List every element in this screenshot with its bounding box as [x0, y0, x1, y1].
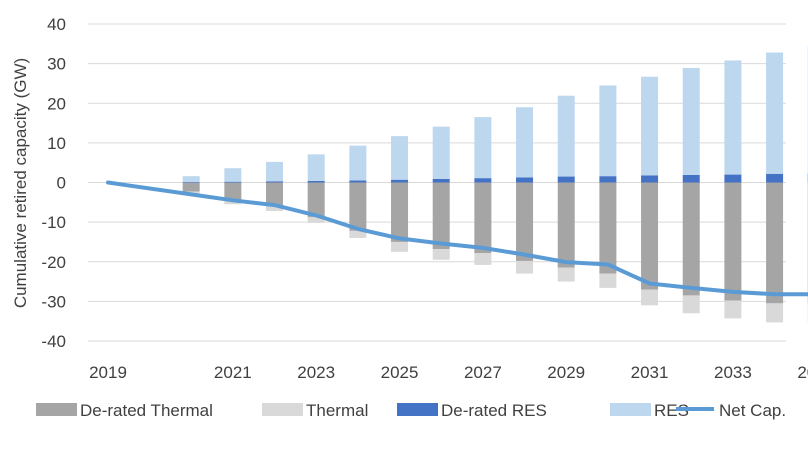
- bar-de-rated-thermal-2032: [683, 183, 700, 296]
- y-tick-label: -30: [41, 292, 66, 311]
- bar-res-2034: [766, 53, 783, 174]
- legend-swatch: [397, 403, 438, 416]
- legend-label: De-rated Thermal: [80, 401, 213, 420]
- bar-thermal-2029: [558, 268, 575, 282]
- bar-thermal-2033: [724, 301, 741, 319]
- y-tick-label: 30: [47, 55, 66, 74]
- bar-de-rated-thermal-2025: [391, 183, 408, 242]
- legend-label: De-rated RES: [441, 401, 547, 420]
- bar-de-rated-thermal-2023: [308, 183, 325, 217]
- bar-thermal-2031: [641, 289, 658, 305]
- series-lines: [108, 183, 808, 295]
- bar-thermal-2025: [391, 242, 408, 252]
- bar-de-rated-res-2033: [724, 175, 741, 183]
- bar-de-rated-thermal-2027: [474, 183, 491, 254]
- bar-res-2021: [224, 168, 241, 181]
- x-tick-label: 2035: [797, 363, 808, 382]
- x-tick-label: 2019: [89, 363, 127, 382]
- bar-res-2023: [308, 154, 325, 181]
- bar-res-2022: [266, 162, 283, 181]
- bar-de-rated-res-2030: [599, 176, 616, 182]
- x-tick-label: 2031: [631, 363, 669, 382]
- bar-de-rated-res-2027: [474, 178, 491, 182]
- x-tick-label: 2033: [714, 363, 752, 382]
- y-tick-label: 0: [57, 174, 66, 193]
- bar-de-rated-thermal-2028: [516, 183, 533, 261]
- legend-swatch: [262, 403, 303, 416]
- line-net-cap: [108, 183, 808, 295]
- bar-de-rated-thermal-2030: [599, 183, 616, 274]
- bar-de-rated-thermal-2031: [641, 183, 658, 290]
- bar-de-rated-res-2034: [766, 174, 783, 183]
- bar-de-rated-res-2023: [308, 181, 325, 183]
- legend-swatch: [610, 403, 651, 416]
- y-tick-labels: 40 30 20 10 0 -10 -20 -30 -40: [41, 15, 66, 351]
- bar-de-rated-thermal-2029: [558, 183, 575, 268]
- bar-res-2020: [183, 176, 200, 182]
- bar-res-2026: [433, 127, 450, 179]
- bar-de-rated-res-2024: [349, 181, 366, 183]
- bar-res-2030: [599, 85, 616, 176]
- x-tick-label: 2029: [547, 363, 585, 382]
- bar-de-rated-res-2031: [641, 175, 658, 182]
- x-tick-label: 2021: [214, 363, 252, 382]
- bar-res-2032: [683, 68, 700, 175]
- bar-de-rated-thermal-2033: [724, 183, 741, 301]
- bar-de-rated-res-2025: [391, 180, 408, 183]
- bar-thermal-2032: [683, 295, 700, 313]
- x-tick-label: 2025: [381, 363, 419, 382]
- bar-de-rated-res-2032: [683, 175, 700, 183]
- y-tick-label: -10: [41, 213, 66, 232]
- bar-res-2027: [474, 117, 491, 178]
- bar-thermal-2026: [433, 249, 450, 260]
- bar-de-rated-res-2028: [516, 177, 533, 182]
- y-tick-label: -40: [41, 332, 66, 351]
- bar-de-rated-thermal-2020: [183, 183, 200, 192]
- y-tick-label: -20: [41, 253, 66, 272]
- y-axis-label: Cumulative retired capacity (GW): [11, 58, 30, 308]
- bar-res-2028: [516, 107, 533, 177]
- bar-de-rated-res-2020: [183, 182, 200, 183]
- bar-thermal-2030: [599, 274, 616, 288]
- bar-res-2025: [391, 136, 408, 180]
- bar-res-2024: [349, 146, 366, 181]
- x-tick-label: 2023: [297, 363, 335, 382]
- bar-de-rated-res-2021: [224, 182, 241, 183]
- x-tick-label: 2027: [464, 363, 502, 382]
- y-tick-label: 10: [47, 134, 66, 153]
- legend-label: Net Cap.: [719, 401, 786, 420]
- legend-swatch: [36, 403, 77, 416]
- bar-de-rated-res-2026: [433, 179, 450, 183]
- bar-thermal-2034: [766, 303, 783, 322]
- y-tick-label: 20: [47, 94, 66, 113]
- bar-res-2033: [724, 60, 741, 174]
- bar-de-rated-thermal-2026: [433, 183, 450, 250]
- bar-de-rated-thermal-2024: [349, 183, 366, 231]
- bar-de-rated-res-2022: [266, 181, 283, 182]
- bar-res-2029: [558, 96, 575, 177]
- bar-thermal-2027: [474, 253, 491, 265]
- bar-de-rated-res-2029: [558, 177, 575, 183]
- bar-de-rated-thermal-2034: [766, 183, 783, 304]
- x-tick-labels: 2019 2021 2023 2025 2027 2029 2031 2033 2035: [89, 363, 808, 382]
- bar-res-2031: [641, 77, 658, 176]
- bar-thermal-2028: [516, 261, 533, 274]
- y-tick-label: 40: [47, 15, 66, 34]
- bars: [183, 47, 808, 323]
- legend-label: Thermal: [306, 401, 368, 420]
